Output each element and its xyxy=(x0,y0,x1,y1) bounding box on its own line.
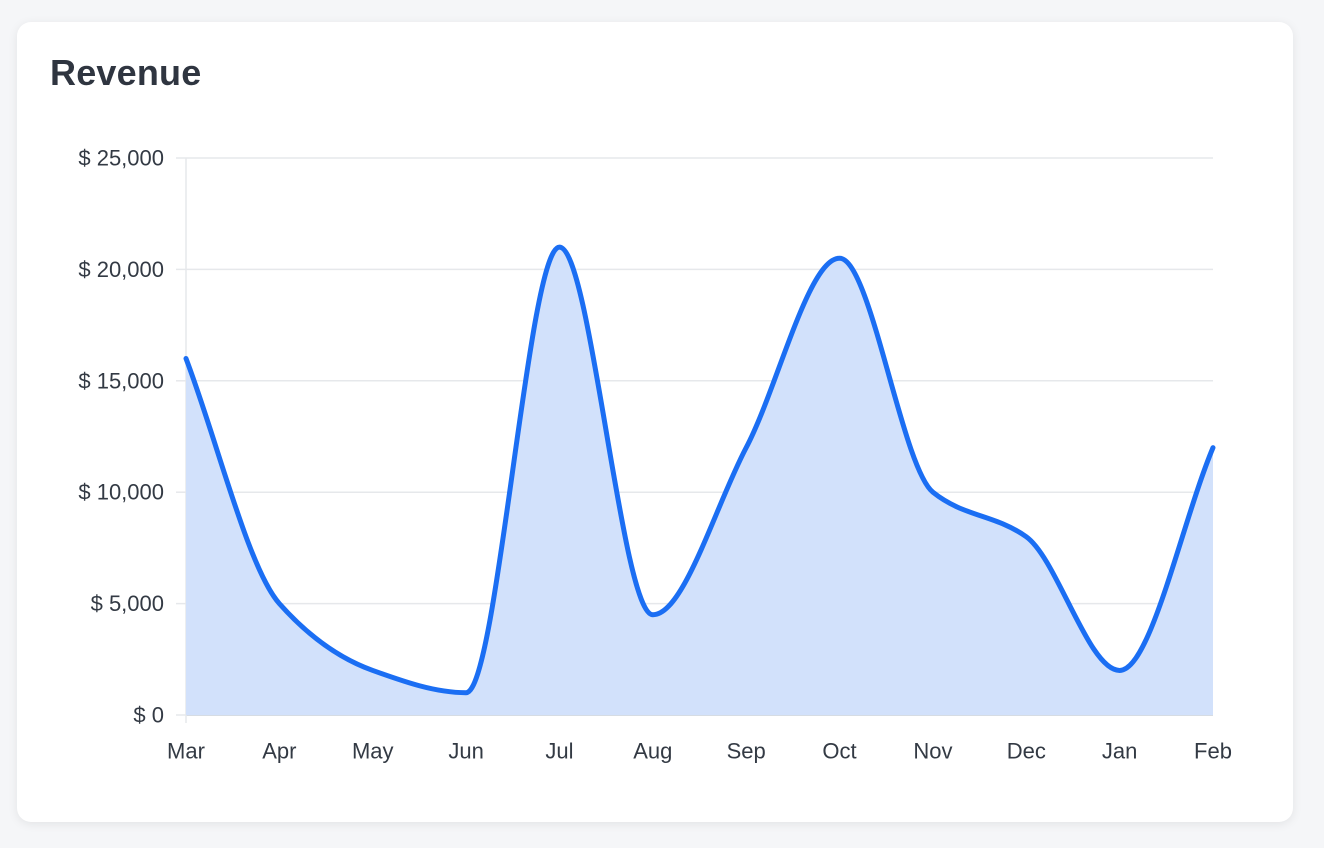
data-point-mar xyxy=(183,356,189,362)
data-point-jul xyxy=(556,244,562,250)
x-tick-label: Jun xyxy=(448,739,483,764)
data-point-aug xyxy=(650,612,656,618)
data-point-sep xyxy=(743,445,749,451)
data-point-oct xyxy=(837,255,843,261)
y-tick-label: $ 0 xyxy=(133,703,164,728)
revenue-area-chart: $ 0 $ 5,000 $ 10,000 $ 15,000 $ 20,000 $ 25,0… xyxy=(78,146,1232,764)
x-tick-label: Mar xyxy=(167,739,205,764)
x-tick-label: Jul xyxy=(545,739,573,764)
x-tick-label: Apr xyxy=(262,739,296,764)
data-point-jan xyxy=(1117,667,1123,673)
x-tick-label: Aug xyxy=(633,739,672,764)
revenue-series-line xyxy=(183,244,1216,696)
y-tick-label: $ 5,000 xyxy=(91,591,164,616)
revenue-card: Revenue $ 0 $ 5,000 $ 10,000 $ 15,000 $ 20,0… xyxy=(17,22,1293,822)
data-point-may xyxy=(370,667,376,673)
data-point-apr xyxy=(276,601,282,607)
data-point-dec xyxy=(1023,534,1029,540)
x-tick-label: May xyxy=(352,739,394,764)
x-tick-label: Sep xyxy=(727,739,766,764)
x-tick-label: Nov xyxy=(913,739,952,764)
x-tick-label: Oct xyxy=(822,739,856,764)
y-tick-label: $ 10,000 xyxy=(78,480,164,505)
data-point-jun xyxy=(463,690,469,696)
data-point-feb xyxy=(1210,445,1216,451)
x-tick-label: Dec xyxy=(1007,739,1046,764)
y-tick-label: $ 20,000 xyxy=(78,257,164,282)
x-tick-label: Jan xyxy=(1102,739,1137,764)
card-title: Revenue xyxy=(50,52,202,93)
y-tick-label: $ 25,000 xyxy=(78,146,164,171)
y-tick-label: $ 15,000 xyxy=(78,368,164,393)
revenue-area-fill xyxy=(186,247,1213,715)
x-tick-label: Feb xyxy=(1194,739,1232,764)
data-point-nov xyxy=(930,489,936,495)
